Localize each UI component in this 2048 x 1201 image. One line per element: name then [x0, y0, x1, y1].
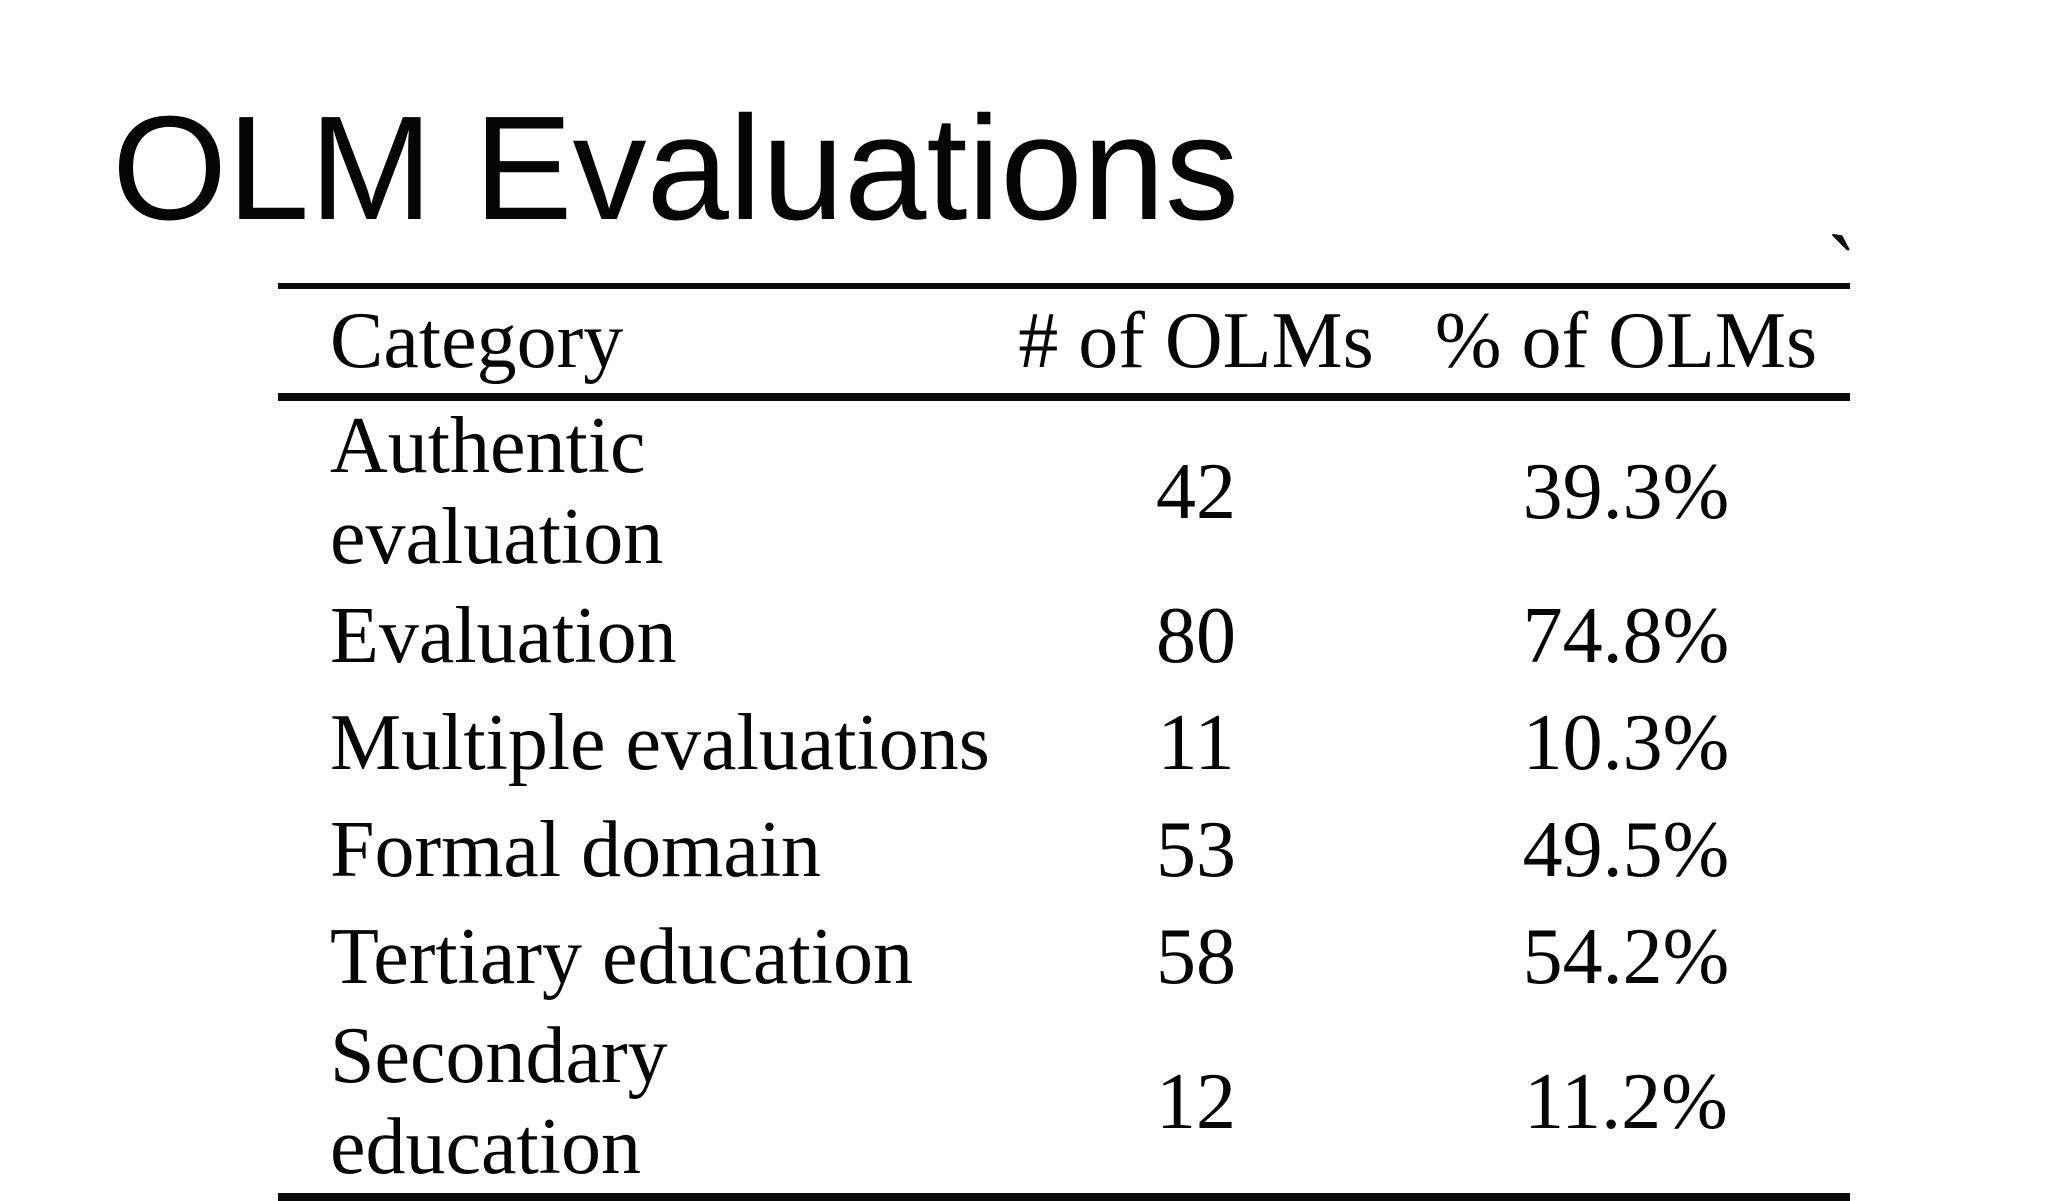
cell-count: 58 — [1156, 913, 1237, 1001]
table-header-row: Category # of OLMs % of OLMs — [278, 286, 1850, 401]
cell-count: 53 — [1156, 806, 1237, 894]
cell-percent: 74.8% — [1522, 592, 1730, 680]
page-title: OLM Evaluations — [112, 86, 1239, 251]
column-header-count: # of OLMs — [990, 286, 1402, 401]
table-row: Evaluation 80 74.8% — [278, 583, 1850, 690]
table-row: Multiple evaluations 11 10.3% — [278, 690, 1850, 797]
table-row: Formal domain 53 49.5% — [278, 797, 1850, 904]
cell-percent: 10.3% — [1522, 699, 1730, 787]
cell-percent: 39.3% — [1522, 447, 1730, 536]
column-header-category: Category — [278, 286, 991, 401]
slide: OLM Evaluations ` Category # of OLMs % o… — [112, 86, 1861, 1201]
cell-count: 11 — [1157, 699, 1235, 787]
cell-percent: 49.5% — [1522, 806, 1730, 894]
column-header-percent: % of OLMs — [1401, 286, 1850, 401]
cell-count: 42 — [1156, 447, 1237, 536]
olm-table-container: Category # of OLMs % of OLMs Authentic e… — [278, 283, 1850, 1201]
table-row: Authentic evaluation 42 39.3% — [278, 397, 1850, 583]
olm-evaluations-table: Category # of OLMs % of OLMs Authentic e… — [278, 283, 1850, 1201]
cell-percent: 54.2% — [1522, 913, 1730, 1001]
cell-count: 12 — [1156, 1057, 1237, 1146]
cell-category: Secondary education — [330, 1012, 668, 1191]
cell-count: 80 — [1156, 592, 1237, 680]
cell-category: Evaluation — [330, 592, 677, 680]
table-row: Secondary education 12 11.2% — [278, 1011, 1850, 1197]
table-row: Tertiary education 58 54.2% — [278, 904, 1850, 1011]
cell-category: Authentic evaluation — [330, 402, 664, 581]
cell-category: Tertiary education — [330, 913, 914, 1001]
cell-category: Formal domain — [330, 806, 822, 894]
cell-percent: 11.2% — [1524, 1057, 1728, 1146]
cell-category: Multiple evaluations — [330, 699, 990, 787]
